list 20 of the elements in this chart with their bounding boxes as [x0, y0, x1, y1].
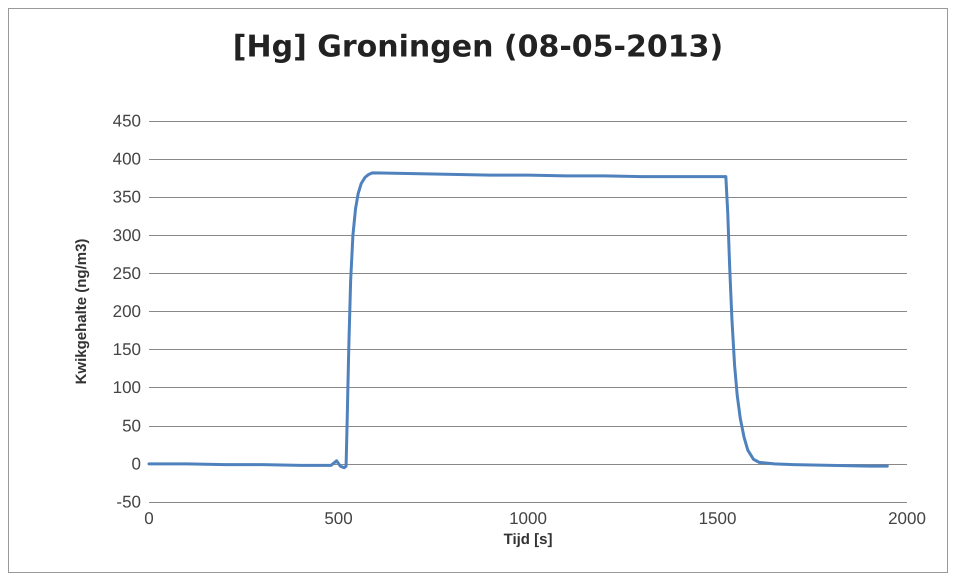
y-tick-label: 200 [112, 302, 141, 321]
y-axis-title: Kwikgehalte (ng/m3) [73, 238, 90, 384]
y-tick-label: 400 [112, 150, 141, 169]
line-series [148, 171, 889, 470]
y-tick-label: 250 [112, 264, 141, 283]
y-tick-label: 350 [112, 188, 141, 207]
y-tick-label: -50 [116, 492, 141, 512]
x-tick-label: 1000 [509, 509, 547, 528]
x-tick-label: 500 [324, 509, 353, 528]
y-tick-label: 100 [112, 378, 141, 398]
x-tick-label: 2000 [888, 509, 926, 528]
x-tick-label: 0 [144, 509, 154, 528]
y-tick-label: 450 [112, 112, 141, 130]
x-axis-title: Tijd [s] [504, 531, 552, 548]
chart-title: [Hg] Groningen (08-05-2013) [232, 30, 724, 64]
y-tick-label: 300 [112, 226, 141, 245]
y-tick-label: 0 [132, 454, 141, 474]
y-tick-label: 150 [112, 340, 141, 360]
y-tick-label: 50 [122, 416, 141, 436]
x-tick-label: 1500 [698, 509, 736, 528]
